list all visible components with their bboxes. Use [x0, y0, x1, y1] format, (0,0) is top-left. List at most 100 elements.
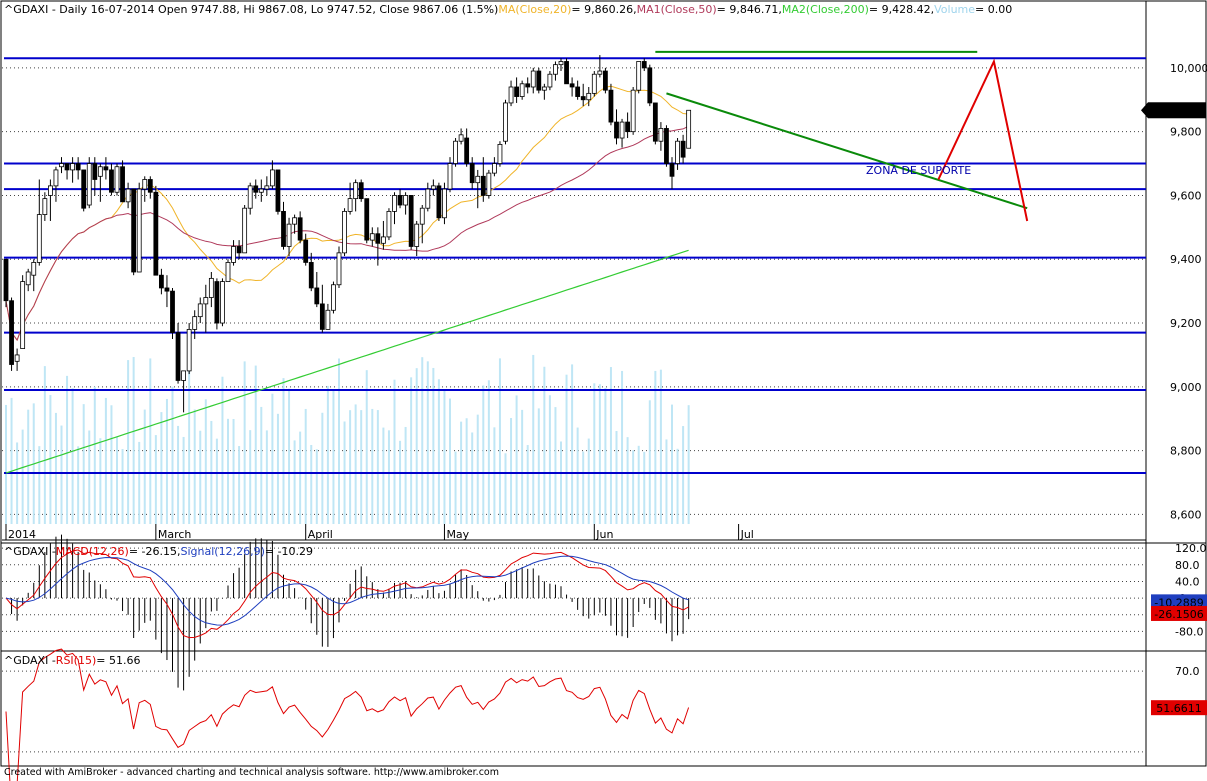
candle-up — [430, 185, 436, 190]
volume-bar — [171, 386, 174, 524]
volume-bar — [676, 448, 679, 524]
candle-down — [170, 290, 175, 334]
volume-bar — [554, 407, 557, 524]
volume-bar — [326, 385, 329, 524]
header-volume-label: Volume — [934, 3, 975, 16]
volume-bar — [271, 393, 274, 524]
volume-bar — [288, 388, 291, 524]
volume-bar — [138, 441, 141, 524]
volume-bar — [238, 446, 241, 524]
rsi-axis-tick: 70.0 — [1175, 665, 1200, 678]
candle-up — [380, 236, 386, 244]
volume-bar — [615, 431, 618, 524]
volume-bar — [49, 395, 52, 524]
volume-bar — [10, 397, 13, 524]
candle-down — [641, 61, 647, 69]
candle-up — [258, 188, 264, 193]
volume-bar — [626, 437, 629, 524]
volume-bar — [471, 432, 474, 524]
macd-axis-tick: -80.0 — [1175, 625, 1203, 638]
candle-up — [419, 207, 425, 225]
candle-up — [264, 185, 270, 190]
candle-up — [414, 223, 420, 247]
signal-line — [5, 555, 689, 626]
volume-bar — [349, 410, 352, 524]
candle-up — [547, 73, 553, 88]
candle-up — [14, 354, 20, 362]
candle-down — [319, 303, 325, 330]
volume-bar — [104, 397, 107, 524]
volume-bar — [38, 446, 41, 524]
volume-bar — [354, 404, 357, 524]
last-price-label: 9,867.06 — [1153, 104, 1202, 117]
candle-up — [508, 86, 514, 104]
candle-down — [525, 83, 531, 88]
candle-up — [497, 144, 503, 164]
volume-bar — [16, 442, 19, 524]
candle-up — [491, 163, 497, 174]
volume-bar — [193, 409, 196, 524]
volume-bar — [265, 430, 268, 524]
candle-up — [208, 277, 214, 298]
volume-bar — [282, 378, 285, 524]
volume-bar — [498, 358, 501, 524]
price-axis-tick: 9,000 — [1170, 381, 1202, 394]
volume-bar — [204, 399, 207, 524]
volume-bar — [604, 387, 607, 524]
volume-bar — [687, 405, 690, 524]
candle-down — [214, 281, 220, 324]
rsi-header-label: RSI(15) — [56, 654, 96, 667]
candle-up — [125, 188, 131, 203]
candle-up — [20, 281, 26, 349]
candle-up — [70, 163, 75, 171]
volume-bar — [449, 398, 451, 524]
month-label: May — [446, 528, 469, 541]
candle-up — [503, 102, 508, 142]
volume-bar — [27, 409, 30, 524]
candle-up — [392, 195, 397, 212]
volume-bar — [365, 370, 368, 524]
volume-bar — [82, 404, 85, 524]
volume-bar — [66, 375, 69, 524]
volume-bar — [177, 425, 180, 524]
volume-bar — [571, 364, 574, 524]
volume-bar — [21, 429, 24, 524]
candle-up — [597, 70, 603, 75]
volume-bar — [487, 380, 490, 524]
volume-bar — [221, 376, 224, 524]
header-ma20-label: MA(Close,20) — [498, 3, 571, 16]
candle-down — [364, 198, 370, 241]
volume-bar — [304, 408, 307, 524]
candle-down — [75, 163, 81, 171]
volume-bar — [54, 412, 57, 524]
volume-bar — [476, 414, 479, 524]
candle-up — [286, 223, 292, 247]
candle-down — [92, 163, 98, 180]
candle-down — [536, 70, 542, 91]
candle-up — [53, 169, 59, 187]
volume-bar — [110, 405, 113, 524]
ma200-line — [5, 249, 689, 474]
volume-bar — [149, 358, 152, 524]
volume-bar — [654, 370, 657, 524]
price-axis-tick: 8,800 — [1170, 445, 1202, 458]
candle-down — [464, 137, 470, 164]
volume-bar — [310, 444, 313, 524]
volume-bar — [332, 389, 335, 524]
header-ma50-value: = 9,846.71, — [717, 3, 782, 16]
candle-up — [331, 284, 336, 311]
header-ma200-value: = 9,428.42, — [869, 3, 934, 16]
candle-down — [253, 185, 259, 193]
footer-credit: Created with AmiBroker - advanced charti… — [4, 767, 499, 778]
volume-bar — [532, 354, 535, 524]
candle-up — [386, 210, 392, 238]
header-ma50-label: MA1(Close,50) — [637, 3, 717, 16]
volume-bar — [482, 385, 485, 524]
candle-up — [136, 188, 142, 273]
candle-down — [680, 140, 686, 158]
candle-up — [97, 166, 103, 177]
candle-up — [530, 70, 536, 88]
support-zone-label: ZONA DE SUPORTE — [866, 164, 971, 177]
